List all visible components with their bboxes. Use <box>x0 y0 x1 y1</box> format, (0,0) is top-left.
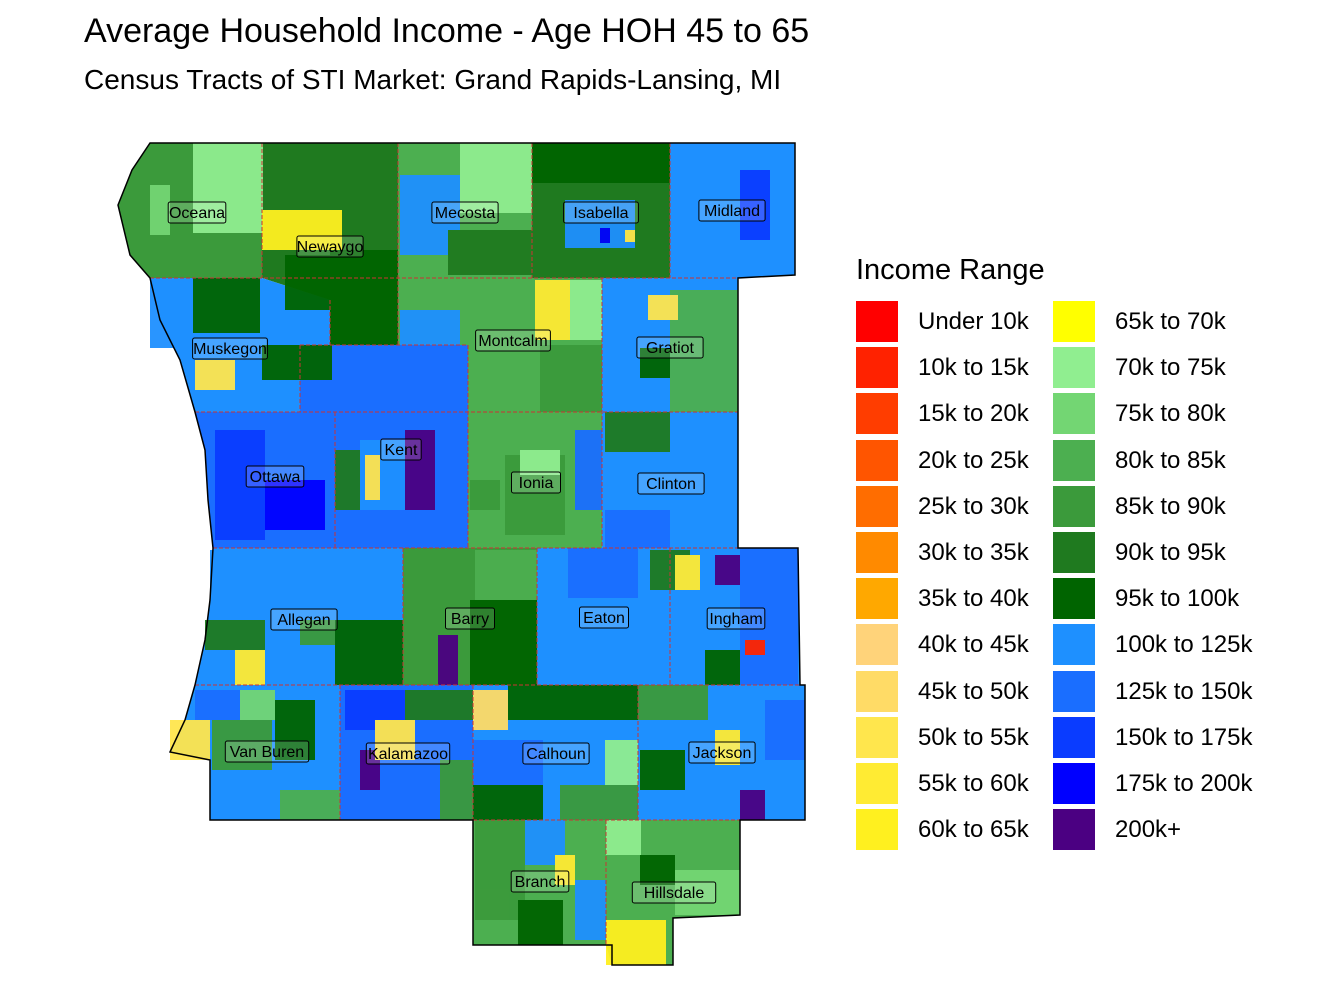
legend-label: 25k to 30k <box>918 492 1029 520</box>
legend-label: 15k to 20k <box>918 400 1029 428</box>
county-label-box-branch <box>510 870 570 893</box>
county-label-box-ionia <box>511 471 561 494</box>
county-label-ionia: Ionia <box>519 475 554 492</box>
legend-label: 75k to 80k <box>1115 400 1226 428</box>
legend-swatch <box>1053 393 1095 435</box>
county-label-box-kent <box>380 438 422 461</box>
county-label-box-clinton <box>637 472 705 495</box>
county-label-box-isabella <box>563 201 639 224</box>
choropleth-map: Oceana Newaygo Mecosta Isabella Midland Muske… <box>117 142 806 966</box>
county-label-eaton: Eaton <box>583 610 625 627</box>
legend-label: 70k to 75k <box>1115 354 1226 382</box>
county-label-kent: Kent <box>385 442 418 459</box>
legend-swatch <box>1053 762 1095 804</box>
county-label-allegan: Allegan <box>277 612 330 629</box>
county-label-branch: Branch <box>515 874 566 891</box>
county-label-gratiot: Gratiot <box>646 340 695 357</box>
legend-label: 200k+ <box>1115 816 1182 844</box>
county-label-montcalm: Montcalm <box>478 333 547 350</box>
county-label-isabella: Isabella <box>573 205 628 222</box>
legend-swatch <box>1053 439 1095 481</box>
legend-swatch <box>1053 531 1095 573</box>
county-label-newaygo: Newaygo <box>297 239 364 256</box>
county-label-ottawa: Ottawa <box>250 469 301 486</box>
county-label-clinton: Clinton <box>646 476 696 493</box>
county-label-box-jackson <box>688 741 756 764</box>
legend-swatch <box>1053 670 1095 712</box>
county-label-van-buren: Van Buren <box>230 744 304 761</box>
legend-label: 40k to 45k <box>918 631 1029 659</box>
county-label-box-van-buren <box>224 740 310 763</box>
legend-swatch <box>1053 347 1095 389</box>
county-label-box-midland <box>698 199 766 222</box>
county-label-box-mecosta <box>431 201 499 224</box>
legend-swatch <box>856 301 898 342</box>
lakeshore <box>117 142 806 966</box>
legend-swatch <box>856 762 898 804</box>
legend-label: 60k to 65k <box>918 816 1029 844</box>
legend-label: 80k to 85k <box>1115 446 1226 474</box>
legend-label: 50k to 55k <box>918 723 1029 751</box>
legend-swatch <box>856 578 898 620</box>
county-label-box-eaton <box>579 606 629 629</box>
legend-swatch <box>1053 578 1095 620</box>
legend-swatch <box>856 809 898 851</box>
county-label-muskegon: Muskegon <box>193 341 267 358</box>
legend-label: Under 10k <box>918 308 1029 335</box>
legend-swatch <box>856 670 898 712</box>
legend-label: 95k to 100k <box>1115 585 1240 613</box>
county-label-box-ottawa <box>245 465 305 488</box>
county-label-midland: Midland <box>704 203 760 220</box>
legend-label: 20k to 25k <box>918 446 1029 474</box>
legend-label: 55k to 60k <box>918 769 1029 797</box>
county-label-barry: Barry <box>451 611 489 628</box>
county-label-box-muskegon <box>192 337 268 360</box>
county-label-box-allegan <box>270 608 338 631</box>
county-label-box-hillsdale <box>631 881 717 904</box>
county-label-box-ingham <box>706 607 766 630</box>
county-label-kalamazoo: Kalamazoo <box>368 746 448 763</box>
legend-label: 150k to 175k <box>1115 723 1253 751</box>
map-subtitle: Census Tracts of STI Market: Grand Rapid… <box>84 64 782 95</box>
legend-swatch <box>856 485 898 527</box>
legend-swatch <box>856 393 898 435</box>
county-label-calhoun: Calhoun <box>526 746 586 763</box>
legend-label: 175k to 200k <box>1115 769 1253 797</box>
county-label-box-kalamazoo <box>365 742 451 765</box>
legend-label: 10k to 15k <box>918 354 1029 382</box>
county-label-box-gratiot <box>636 336 704 359</box>
county-label-ingham: Ingham <box>709 611 762 628</box>
legend-swatch <box>856 531 898 573</box>
legend-swatch <box>1053 809 1095 851</box>
map-title: Average Household Income - Age HOH 45 to… <box>84 12 810 50</box>
county-label-box-barry <box>445 607 495 630</box>
county-label-mecosta: Mecosta <box>435 205 496 222</box>
legend-swatch <box>856 439 898 481</box>
legend-label: 125k to 150k <box>1115 677 1253 705</box>
county-labels: Oceana Newaygo Mecosta Isabella Midland Muske… <box>167 199 766 904</box>
legend-swatch <box>856 624 898 666</box>
legend-swatch <box>1053 624 1095 666</box>
county-label-oceana: Oceana <box>169 205 225 222</box>
county-label-box-newaygo <box>296 235 364 258</box>
legend-label: 90k to 95k <box>1115 538 1226 566</box>
county-label-hillsdale: Hillsdale <box>644 885 705 902</box>
legend-swatch <box>1053 485 1095 527</box>
legend-label: 35k to 40k <box>918 585 1029 613</box>
legend-label: 65k to 70k <box>1115 308 1226 335</box>
legend-swatch <box>1053 301 1095 342</box>
legend-label: 45k to 50k <box>918 677 1029 705</box>
legend-swatch <box>856 716 898 758</box>
county-label-box-calhoun <box>522 742 590 765</box>
county-label-box-oceana <box>167 201 227 224</box>
legend-label: 85k to 90k <box>1115 492 1226 520</box>
legend-swatch <box>856 347 898 389</box>
legend-label: 30k to 35k <box>918 538 1029 566</box>
legend-label: 100k to 125k <box>1115 631 1253 659</box>
county-label-box-montcalm <box>475 329 551 352</box>
county-label-jackson: Jackson <box>693 745 752 762</box>
tract-patches <box>150 143 805 965</box>
legend-swatch <box>1053 716 1095 758</box>
legend-title: Income Range <box>856 254 1045 286</box>
